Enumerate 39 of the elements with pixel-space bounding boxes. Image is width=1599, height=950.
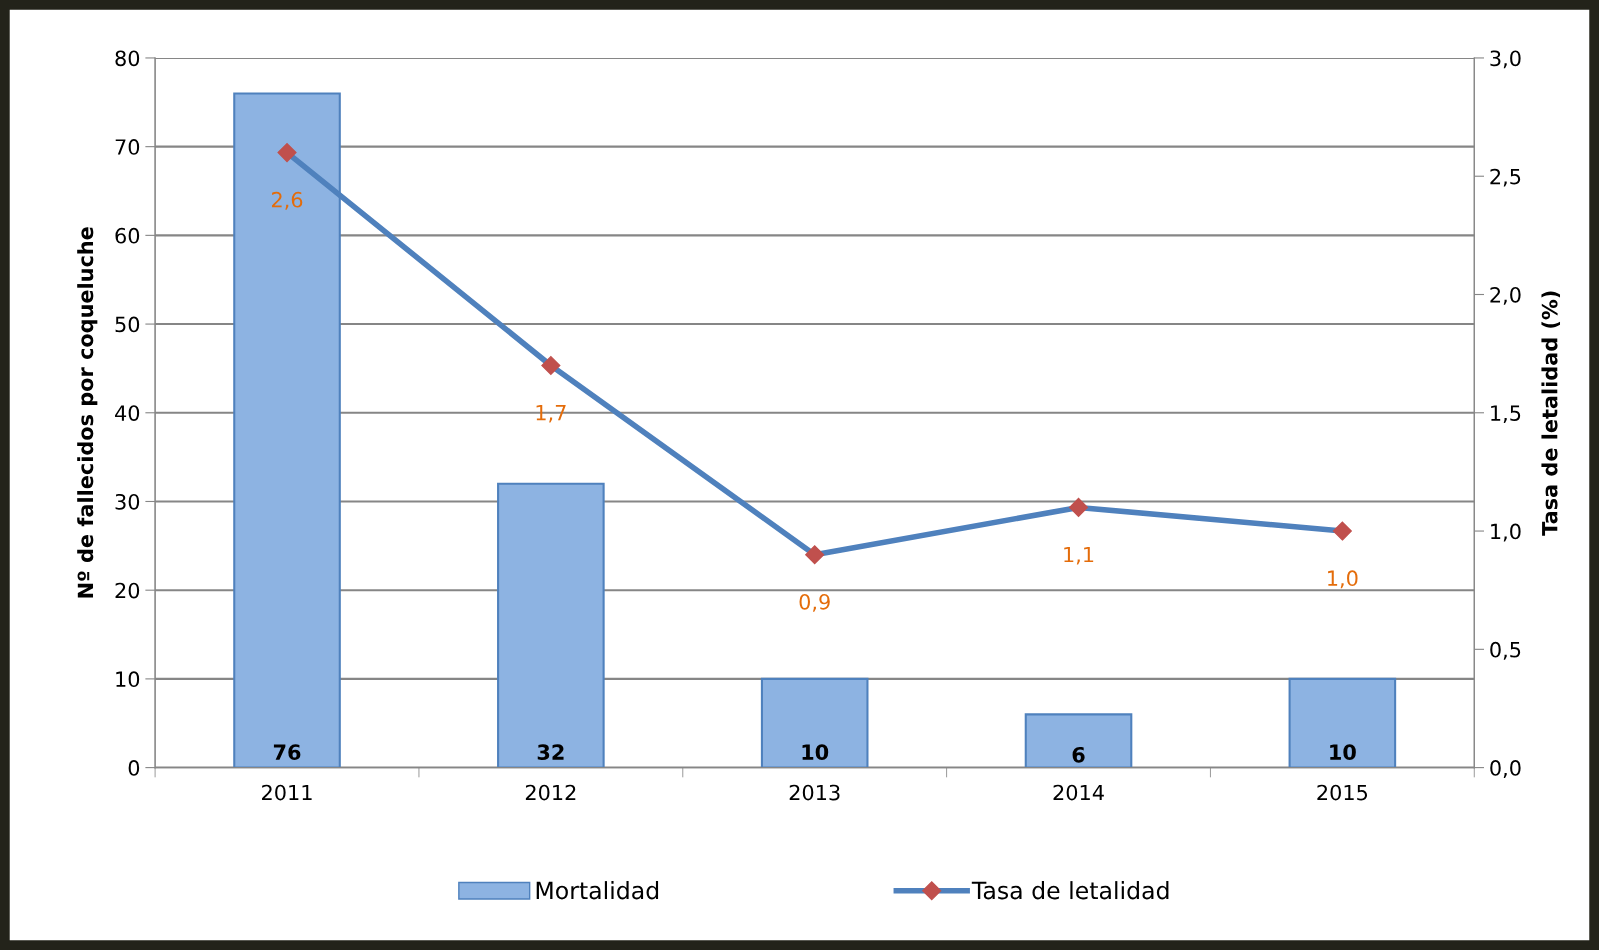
y2-tick-label: 0,5 xyxy=(1490,641,1521,660)
bar xyxy=(760,677,869,768)
bar xyxy=(1024,713,1133,768)
y2-tick-label: 1,0 xyxy=(1491,523,1521,542)
y-tick-label: 50 xyxy=(115,316,140,333)
y2-tick-label: 0,0 xyxy=(1490,760,1521,778)
y-tick-label: 80 xyxy=(115,50,140,67)
x-tick-label: 2011 xyxy=(262,784,312,801)
data-label: 2,6 xyxy=(271,191,303,210)
y-tick-label: 10 xyxy=(116,671,140,688)
y-tick-label: 70 xyxy=(115,139,140,155)
y-axis-title: Nº de fallecidos por coqueluche xyxy=(77,227,98,598)
y2-tick-label: 3,0 xyxy=(1490,50,1521,69)
y2-axis-title: Tasa de letalidad (%) xyxy=(1541,291,1561,536)
data-label: 6 xyxy=(1072,746,1085,763)
x-tick-label: 2014 xyxy=(1053,784,1104,801)
x-tick-label: 2013 xyxy=(789,784,840,801)
legend-label: Tasa de letalidad xyxy=(971,881,1169,900)
bar xyxy=(1288,677,1397,768)
y-tick-label: 20 xyxy=(115,582,140,599)
y-tick-label: 40 xyxy=(115,405,140,421)
y2-tick-label: 1,5 xyxy=(1491,405,1521,424)
data-label: 10 xyxy=(1330,744,1356,761)
y-tick-label: 0 xyxy=(128,760,140,776)
data-label: 0,9 xyxy=(799,593,830,612)
data-label: 76 xyxy=(273,744,301,761)
bar xyxy=(497,482,605,768)
y-tick-label: 60 xyxy=(115,227,140,244)
y2-tick-label: 2,0 xyxy=(1490,286,1521,305)
x-tick-label: 2015 xyxy=(1317,784,1368,801)
x-tick-label: 2012 xyxy=(525,784,576,801)
data-label: 1,0 xyxy=(1328,570,1358,589)
data-label: 1,1 xyxy=(1064,546,1094,565)
data-label: 32 xyxy=(537,744,564,761)
data-label: 10 xyxy=(802,744,829,761)
legend-label: Mortalidad xyxy=(536,881,659,900)
data-label: 1,7 xyxy=(536,405,566,423)
y-tick-label: 30 xyxy=(115,493,140,510)
y2-tick-label: 2,5 xyxy=(1490,168,1521,187)
